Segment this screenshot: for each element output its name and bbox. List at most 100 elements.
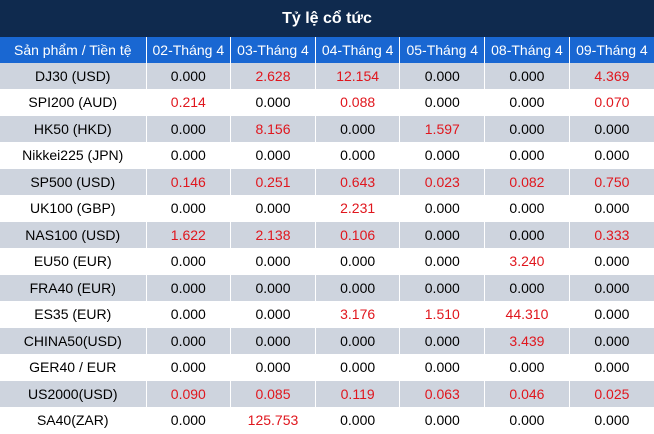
rate-cell: 3.240 [484,248,570,275]
rate-cell: 1.597 [399,115,486,143]
rate-cell: 2.138 [230,221,316,249]
table-row: SP500 (USD) 0.146 0.251 0.643 0.023 0.082 0.75… [0,168,654,196]
table-row: FRA40 (EUR) 0.000 0.000 0.000 0.000 0.000 0.00… [0,274,654,302]
rate-cell: 0.000 [569,301,654,328]
rate-cell: 0.000 [569,354,654,381]
rate-cell: 0.000 [146,407,232,434]
rate-cell: 0.025 [569,380,654,408]
product-cell: ES35 (EUR) [0,301,147,328]
header-date: 05-Tháng 4 [399,37,486,63]
table-title: Tỷ lệ cổ tức [0,0,654,37]
table-row: US2000(USD) 0.090 0.085 0.119 0.063 0.046 0.02… [0,380,654,408]
rate-cell: 0.070 [569,89,654,116]
rate-cell: 0.000 [569,195,654,222]
rate-cell: 0.750 [569,168,654,196]
rate-cell: 0.000 [484,63,570,90]
rate-cell: 0.000 [399,354,486,381]
rate-cell: 0.000 [146,248,232,275]
rate-cell: 0.000 [146,195,232,222]
rate-cell: 0.000 [146,142,232,169]
rate-cell: 0.000 [230,248,316,275]
header-date: 04-Tháng 4 [315,37,401,63]
table-row: NAS100 (USD) 1.622 2.138 0.106 0.000 0.000 0.3… [0,221,654,249]
rate-cell: 12.154 [315,63,401,90]
header-row: Sản phẩm / Tiền tệ 02-Tháng 4 03-Tháng 4… [0,37,654,63]
rate-cell: 0.000 [146,327,232,355]
product-cell: SA40(ZAR) [0,407,147,434]
rate-cell: 0.000 [484,221,570,249]
rate-cell: 0.000 [484,195,570,222]
rate-cell: 0.000 [230,195,316,222]
rate-cell: 0.000 [230,274,316,302]
rate-cell: 0.000 [146,63,232,90]
product-cell: HK50 (HKD) [0,115,147,143]
rate-cell: 3.176 [315,301,401,328]
rate-cell: 0.000 [230,301,316,328]
rate-cell: 0.000 [484,89,570,116]
rate-cell: 0.090 [146,380,232,408]
table-row: HK50 (HKD) 0.000 8.156 0.000 1.597 0.000 0.000 [0,115,654,143]
rate-cell: 0.333 [569,221,654,249]
header-date: 03-Tháng 4 [230,37,316,63]
rate-cell: 2.231 [315,195,401,222]
rate-cell: 0.000 [146,354,232,381]
rate-cell: 0.000 [569,327,654,355]
rate-cell: 0.000 [484,115,570,143]
header-product: Sản phẩm / Tiền tệ [0,37,147,63]
rate-cell: 0.000 [146,115,232,143]
rate-cell: 0.000 [315,115,401,143]
product-cell: SPI200 (AUD) [0,89,147,116]
rate-cell: 0.000 [230,327,316,355]
dividend-table: Sản phẩm / Tiền tệ 02-Tháng 4 03-Tháng 4… [0,37,654,434]
rate-cell: 0.085 [230,380,316,408]
product-cell: DJ30 (USD) [0,63,147,90]
rate-cell: 2.628 [230,63,316,90]
rate-cell: 0.000 [315,407,401,434]
rate-cell: 0.000 [230,354,316,381]
rate-cell: 0.643 [315,168,401,196]
rate-cell: 0.000 [399,89,486,116]
product-cell: CHINA50(USD) [0,327,147,355]
rate-cell: 1.622 [146,221,232,249]
rate-cell: 0.251 [230,168,316,196]
rate-cell: 0.000 [230,89,316,116]
table-row: SA40(ZAR) 0.000 125.753 0.000 0.000 0.000 0.00… [0,407,654,434]
rate-cell: 0.046 [484,380,570,408]
header-date: 09-Tháng 4 [569,37,654,63]
table-row: EU50 (EUR) 0.000 0.000 0.000 0.000 3.240 0.000 [0,248,654,275]
rate-cell: 44.310 [484,301,570,328]
rate-cell: 0.000 [569,142,654,169]
product-cell: NAS100 (USD) [0,221,147,249]
product-cell: FRA40 (EUR) [0,274,147,302]
rate-cell: 0.000 [315,354,401,381]
rate-cell: 0.000 [399,63,486,90]
rate-cell: 0.000 [569,274,654,302]
rate-cell: 8.156 [230,115,316,143]
rate-cell: 0.000 [399,221,486,249]
rate-cell: 125.753 [230,407,316,434]
table-row: GER40 / EUR 0.000 0.000 0.000 0.000 0.000 0.00… [0,354,654,381]
table-row: ES35 (EUR) 0.000 0.000 3.176 1.510 44.310 0.00… [0,301,654,328]
rate-cell: 1.510 [399,301,486,328]
rate-cell: 0.119 [315,380,401,408]
rate-cell: 0.000 [399,407,486,434]
rate-cell: 0.000 [484,274,570,302]
rate-cell: 0.082 [484,168,570,196]
header-date: 02-Tháng 4 [146,37,232,63]
product-cell: UK100 (GBP) [0,195,147,222]
rate-cell: 0.000 [399,274,486,302]
product-cell: SP500 (USD) [0,168,147,196]
rate-cell: 0.000 [569,248,654,275]
rate-cell: 0.000 [569,115,654,143]
table-row: UK100 (GBP) 0.000 0.000 2.231 0.000 0.000 0.00… [0,195,654,222]
rate-cell: 3.439 [484,327,570,355]
rate-cell: 0.000 [399,195,486,222]
rate-cell: 0.000 [484,407,570,434]
product-cell: US2000(USD) [0,380,147,408]
rate-cell: 0.000 [315,327,401,355]
table-row: SPI200 (AUD) 0.214 0.000 0.088 0.000 0.000 0.0… [0,89,654,116]
rate-cell: 0.088 [315,89,401,116]
rate-cell: 0.000 [484,354,570,381]
product-cell: GER40 / EUR [0,354,147,381]
rate-cell: 0.000 [399,142,486,169]
